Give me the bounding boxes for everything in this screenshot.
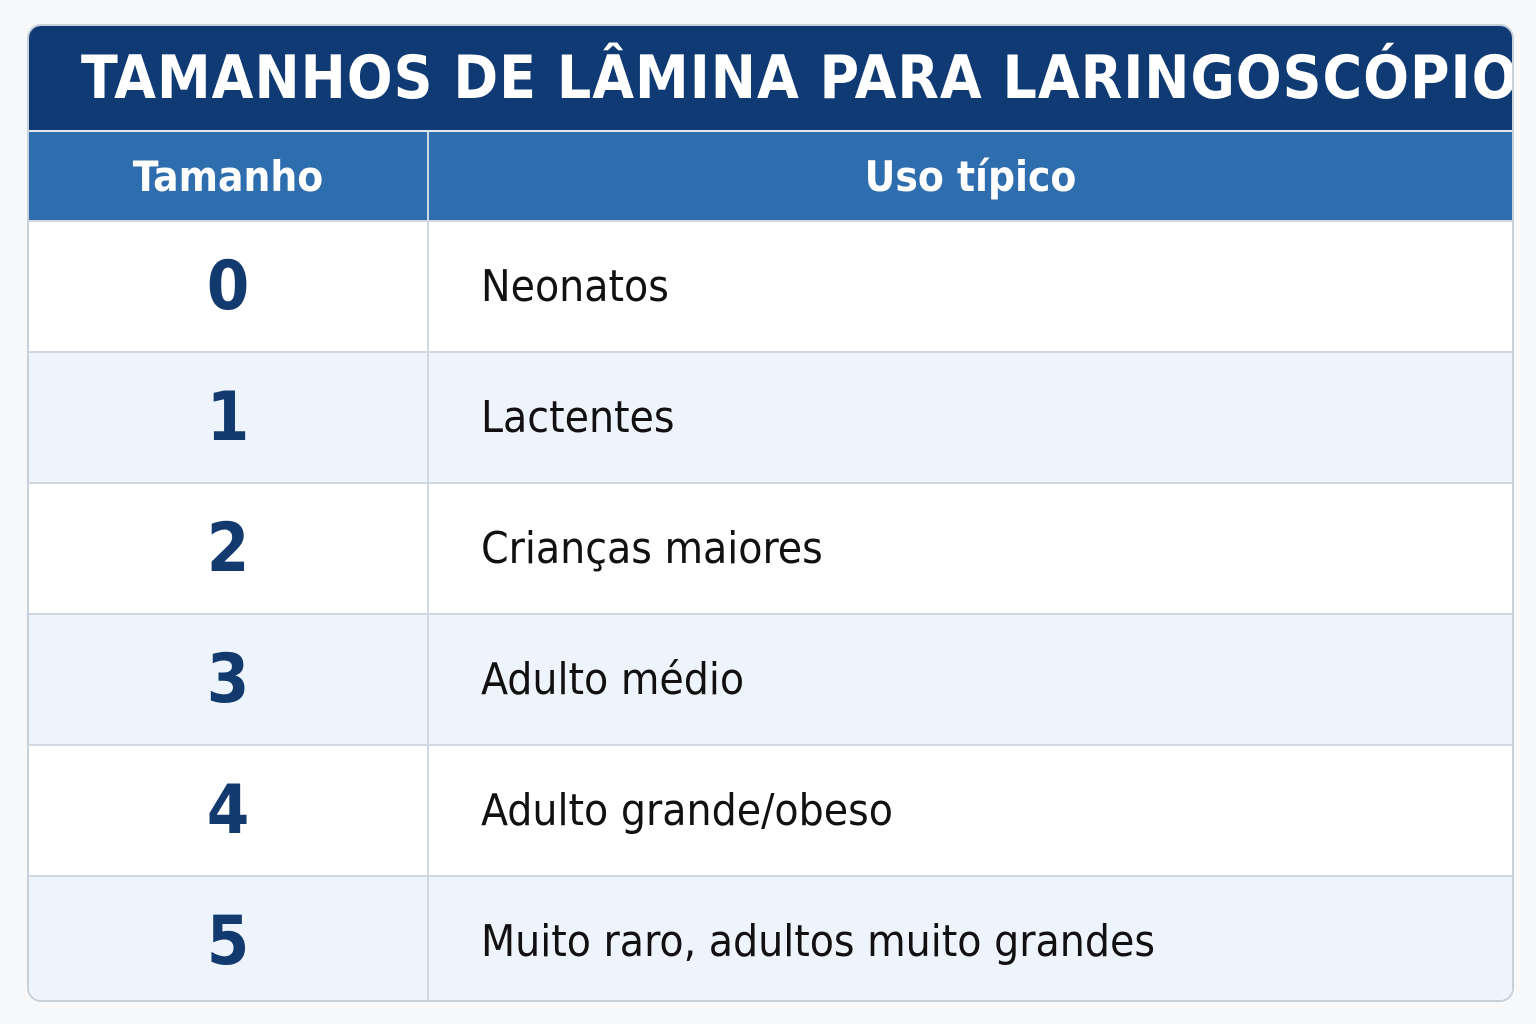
table-row: 2 Crianças maiores — [29, 482, 1512, 613]
size-cell: 5 — [29, 877, 429, 1000]
use-cell: Lactentes — [481, 392, 675, 443]
header-row: Tamanho Uso típico — [29, 130, 1512, 220]
use-cell: Adulto grande/obeso — [481, 785, 893, 836]
size-cell: 2 — [29, 484, 429, 613]
table-row: 4 Adulto grande/obeso — [29, 744, 1512, 875]
size-cell: 3 — [29, 615, 429, 744]
table-row: 1 Lactentes — [29, 351, 1512, 482]
size-cell: 1 — [29, 353, 429, 482]
table-body: 0 Neonatos 1 Lactentes 2 Crianças maiores 3 Adu… — [29, 220, 1512, 1000]
use-cell: Crianças maiores — [481, 523, 823, 574]
table-row: 3 Adulto médio — [29, 613, 1512, 744]
table-card: TAMANHOS DE LÂMINA PARA LARINGOSCÓPIO Ta… — [27, 24, 1514, 1002]
title: TAMANHOS DE LÂMINA PARA LARINGOSCÓPIO — [29, 26, 1512, 130]
size-cell: 4 — [29, 746, 429, 875]
table-row: 0 Neonatos — [29, 220, 1512, 351]
size-cell: 0 — [29, 222, 429, 351]
use-cell: Muito raro, adultos muito grandes — [481, 916, 1155, 967]
use-cell: Neonatos — [481, 261, 669, 312]
use-cell: Adulto médio — [481, 654, 745, 705]
column-header: Tamanho — [29, 132, 429, 220]
table-row: 5 Muito raro, adultos muito grandes — [29, 875, 1512, 1000]
column-header: Uso típico — [864, 151, 1077, 201]
